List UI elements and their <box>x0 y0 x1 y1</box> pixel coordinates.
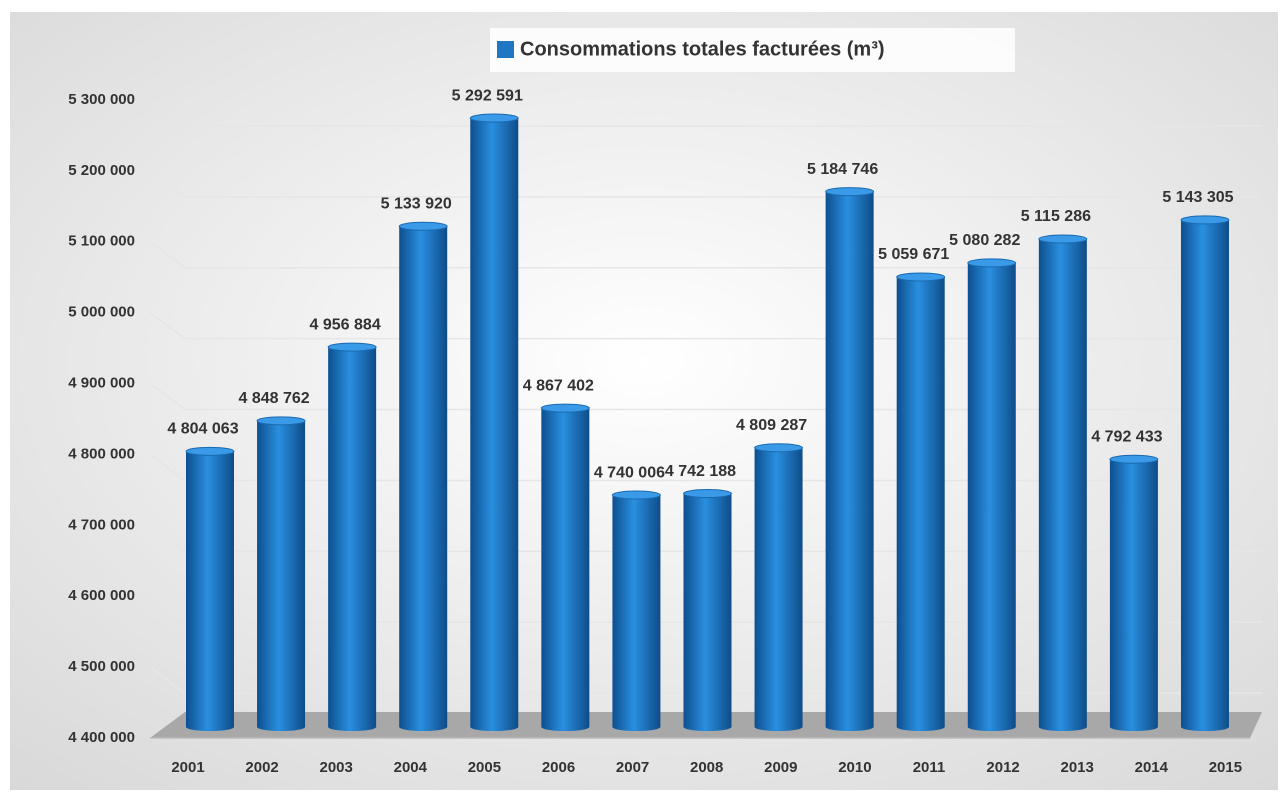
bar-top <box>1109 454 1159 464</box>
y-tick-label: 5 200 000 <box>68 162 135 179</box>
x-tick-label: 2007 <box>616 759 649 776</box>
x-tick-label: 2012 <box>986 759 1019 776</box>
x-tick-label: 2006 <box>542 759 575 776</box>
bar <box>186 451 234 731</box>
legend-box <box>490 28 1015 72</box>
y-tick-label: 4 700 000 <box>68 516 135 533</box>
bar <box>896 276 945 731</box>
data-label: 5 115 286 <box>1021 208 1091 225</box>
bar <box>1180 219 1229 731</box>
data-label: 4 804 063 <box>167 421 238 438</box>
bar <box>1109 459 1158 731</box>
data-label: 4 867 402 <box>523 377 594 394</box>
x-tick-label: 2003 <box>320 759 353 776</box>
x-tick-label: 2015 <box>1209 759 1242 776</box>
bar <box>257 420 306 731</box>
x-tick-label: 2001 <box>171 759 204 776</box>
y-tick-label: 4 900 000 <box>68 375 135 392</box>
x-tick-label: 2014 <box>1135 759 1169 776</box>
data-label: 5 292 591 <box>452 87 523 104</box>
grid-line <box>149 170 1262 198</box>
x-tick-label: 2010 <box>838 759 871 776</box>
bar-top <box>682 489 732 499</box>
bar-top <box>327 342 377 352</box>
x-tick-label: 2008 <box>690 759 723 776</box>
bar-top <box>398 221 448 231</box>
data-label: 5 080 282 <box>949 232 1020 249</box>
x-tick-label: 2004 <box>394 759 428 776</box>
bar <box>470 118 519 732</box>
bar <box>825 191 874 731</box>
bar-top <box>540 403 590 413</box>
data-label: 5 184 746 <box>807 161 878 178</box>
grid-line <box>149 99 1262 127</box>
bar-top <box>611 490 661 500</box>
bar <box>399 226 448 731</box>
data-label: 5 059 671 <box>878 246 949 263</box>
y-tick-label: 4 800 000 <box>68 445 135 462</box>
x-tick-label: 2011 <box>913 759 946 776</box>
data-label: 4 848 762 <box>238 390 309 407</box>
bar-top <box>967 258 1017 268</box>
bar-top <box>754 443 804 453</box>
y-tick-label: 4 400 000 <box>68 729 135 746</box>
y-tick-label: 5 100 000 <box>68 233 135 250</box>
bar-top <box>896 272 946 282</box>
bar <box>612 495 661 731</box>
x-tick-label: 2009 <box>764 759 797 776</box>
data-label: 5 133 920 <box>381 196 452 213</box>
bar <box>754 447 803 731</box>
bar <box>1038 239 1087 731</box>
bar <box>328 347 377 731</box>
y-tick-label: 5 000 000 <box>68 304 135 321</box>
data-label: 5 143 305 <box>1162 189 1233 206</box>
x-tick-label: 2005 <box>468 759 501 776</box>
y-tick-label: 5 300 000 <box>68 91 135 108</box>
y-tick-label: 4 600 000 <box>68 587 135 604</box>
data-label: 4 956 884 <box>310 316 381 333</box>
x-tick-label: 2013 <box>1061 759 1094 776</box>
x-tick-label: 2002 <box>245 759 278 776</box>
bar <box>541 408 590 731</box>
legend: Consommations totales facturées (m³) <box>490 28 1015 72</box>
bar-top <box>185 446 235 456</box>
bar-top <box>825 187 875 197</box>
y-tick-label: 4 500 000 <box>68 658 135 675</box>
bar <box>967 262 1016 731</box>
bar-top <box>469 113 519 123</box>
legend-label: Consommations totales facturées (m³) <box>520 38 885 60</box>
bar-top <box>1180 215 1230 225</box>
legend-swatch <box>497 41 514 58</box>
data-label: 4 792 433 <box>1091 428 1162 445</box>
data-label: 4 742 188 <box>665 463 736 480</box>
data-label: 4 809 287 <box>736 417 807 434</box>
grid-line <box>149 241 1262 269</box>
bar-top <box>256 416 306 426</box>
data-label: 4 740 006 <box>594 464 665 481</box>
bar-top <box>1038 234 1088 244</box>
bar <box>683 493 732 731</box>
